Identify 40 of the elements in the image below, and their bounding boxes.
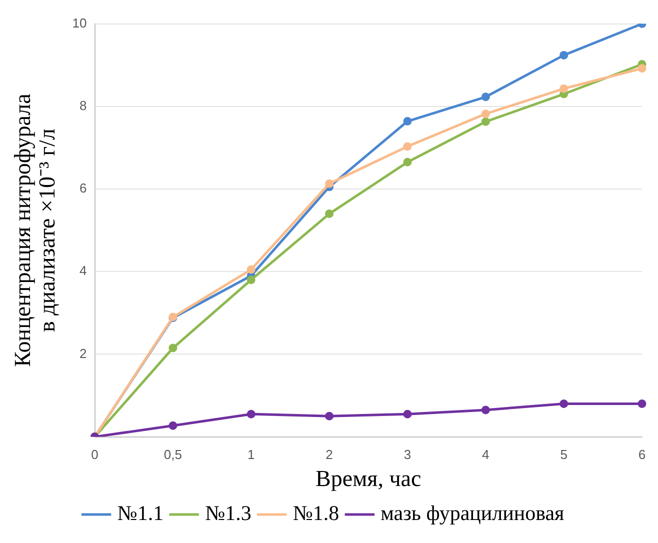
x-axis-title: Время, час (316, 466, 422, 492)
y-tick-label: 10 (72, 15, 87, 30)
point (403, 158, 412, 166)
y-tick-label: 8 (80, 98, 87, 113)
point (403, 142, 412, 151)
point (246, 265, 256, 274)
legend-label: №1.1 (117, 501, 164, 526)
point (638, 400, 646, 408)
x-tick-label: 3 (404, 447, 412, 462)
y-tick-label: 6 (80, 180, 87, 196)
x-tick-label: 0,5 (164, 447, 182, 462)
point (481, 110, 490, 118)
point (560, 84, 568, 93)
point (481, 92, 490, 102)
x-tick-label: 0 (91, 447, 98, 462)
point (403, 410, 412, 418)
legend-label: №1.8 (292, 501, 340, 526)
point (168, 344, 178, 352)
point (325, 412, 334, 420)
x-tick-label: 5 (560, 447, 568, 462)
x-tick-label: 4 (482, 447, 490, 462)
point (481, 117, 490, 126)
y-tick-label: 4 (80, 263, 87, 278)
point (168, 421, 178, 430)
x-tick-label: 6 (638, 447, 646, 462)
y-tick-label: 2 (80, 346, 87, 361)
point (560, 50, 568, 60)
x-tick-label: 2 (326, 447, 333, 462)
point (638, 64, 646, 73)
x-tick-label: 1 (247, 447, 255, 462)
point (246, 410, 256, 418)
point (325, 179, 334, 188)
legend-label: мазь фурацилиновая (380, 501, 565, 526)
legend-label: №1.3 (205, 501, 252, 526)
point (560, 400, 568, 408)
y-axis-title: Концентрация нитрофурала в диализате ×10⁻³ г/л (10, 94, 60, 367)
point (325, 210, 334, 218)
point (481, 406, 490, 414)
point (403, 117, 412, 126)
point (246, 276, 256, 284)
